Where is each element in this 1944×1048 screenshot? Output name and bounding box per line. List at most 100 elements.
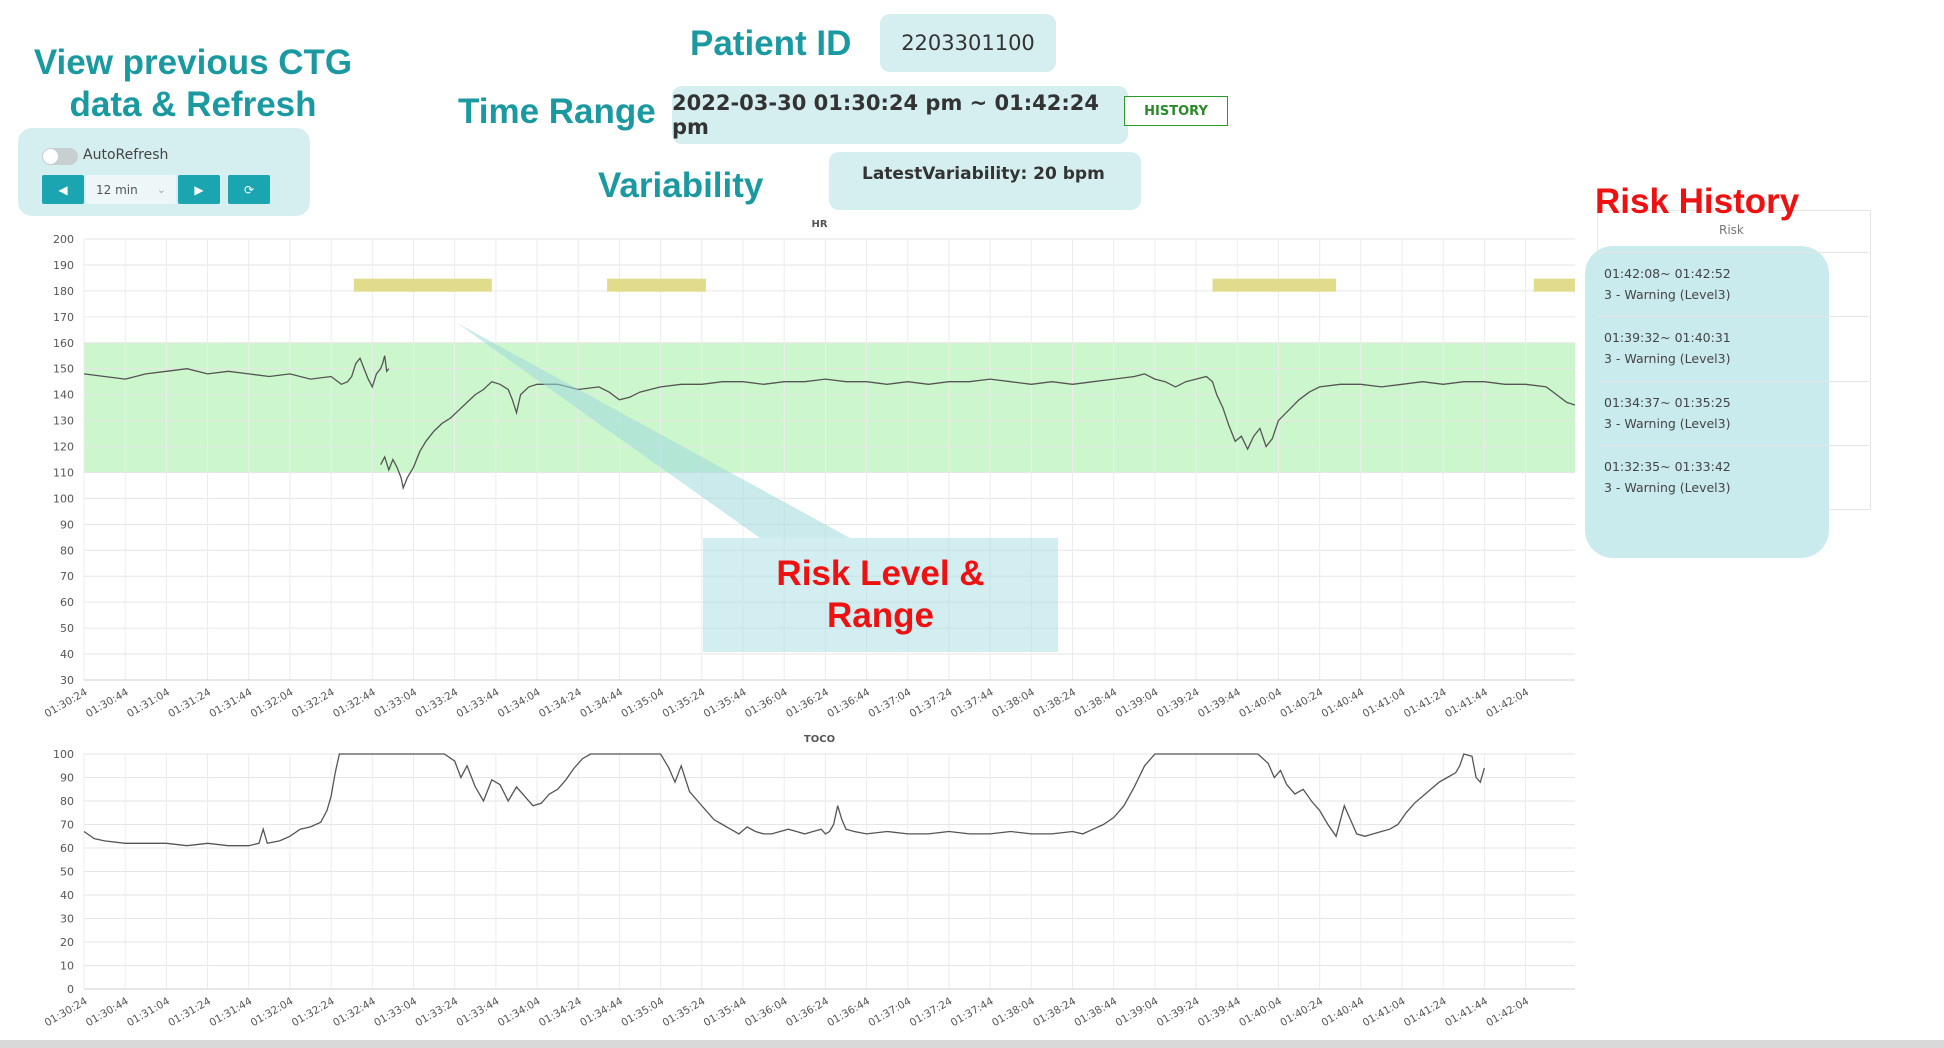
x-tick-label: 01:38:04 <box>990 686 1037 720</box>
previous-button[interactable]: ◀ <box>42 175 84 204</box>
y-tick-label: 80 <box>60 544 74 557</box>
x-tick-label: 01:34:44 <box>578 686 625 720</box>
risk-range-marker <box>1533 278 1575 292</box>
risk-level-callout-box <box>703 538 1058 652</box>
x-tick-label: 01:32:04 <box>249 995 296 1029</box>
risk-history-title: Risk History <box>1595 182 1800 221</box>
control-panel: AutoRefresh ◀ 12 min ⌄ ▶ ⟳ <box>18 128 310 216</box>
x-tick-label: 01:37:24 <box>908 995 955 1029</box>
risk-item-level: 3 - Warning (Level3) <box>1604 287 1731 302</box>
history-button[interactable]: HISTORY <box>1124 96 1228 126</box>
risk-range-marker <box>607 278 706 292</box>
hr-chart: HR 30 40 50 60 70 80 90 100 110 120 130 140 150 160 170… <box>43 219 1576 720</box>
x-tick-label: 01:37:04 <box>866 686 913 720</box>
y-tick-label: 100 <box>53 492 74 505</box>
next-button[interactable]: ▶ <box>178 175 220 204</box>
variability-box: LatestVariability: 20 bpm <box>829 152 1141 210</box>
x-tick-label: 01:39:24 <box>1155 995 1202 1029</box>
x-tick-label: 01:36:24 <box>784 995 831 1029</box>
x-tick-label: 01:38:44 <box>1072 995 1119 1029</box>
x-tick-label: 01:37:44 <box>949 995 996 1029</box>
x-tick-label: 01:34:04 <box>496 995 543 1029</box>
risk-divider-3 <box>1597 381 1869 382</box>
x-tick-label: 01:34:44 <box>578 995 625 1029</box>
x-tick-label: 01:36:44 <box>825 995 872 1029</box>
x-tick-label: 01:33:44 <box>455 995 502 1029</box>
x-tick-label: 01:37:44 <box>949 686 996 720</box>
risk-column-header: Risk <box>1719 223 1744 237</box>
x-tick-label: 01:31:04 <box>125 995 172 1029</box>
interval-select[interactable]: 12 min ⌄ <box>86 175 176 204</box>
risk-range-marker <box>1212 278 1337 292</box>
x-tick-label: 01:42:04 <box>1484 686 1531 720</box>
series-line <box>83 355 390 389</box>
interval-value: 12 min <box>96 182 138 197</box>
y-tick-label: 70 <box>60 819 74 832</box>
y-tick-label: 190 <box>53 259 74 272</box>
x-tick-label: 01:41:44 <box>1443 686 1490 720</box>
x-tick-label: 01:38:04 <box>990 995 1037 1029</box>
x-tick-label: 01:36:44 <box>825 686 872 720</box>
bottom-scrollbar[interactable] <box>0 1040 1944 1048</box>
x-tick-label: 01:33:24 <box>413 686 460 720</box>
chart-title: HR <box>811 219 827 230</box>
x-tick-label: 01:40:04 <box>1237 995 1284 1029</box>
time-range-value: 2022-03-30 01:30:24 pm ~ 01:42:24 pm <box>672 91 1100 139</box>
risk-item-range: 01:42:08~ 01:42:52 <box>1604 266 1731 281</box>
y-tick-label: 60 <box>60 596 74 609</box>
y-tick-label: 120 <box>53 441 74 454</box>
x-tick-label: 01:37:24 <box>908 686 955 720</box>
x-tick-label: 01:31:04 <box>125 686 172 720</box>
time-range-box: 2022-03-30 01:30:24 pm ~ 01:42:24 pm <box>672 86 1128 144</box>
x-tick-label: 01:41:04 <box>1361 995 1408 1029</box>
x-tick-label: 01:30:44 <box>84 995 131 1029</box>
x-tick-label: 01:35:04 <box>619 686 666 720</box>
x-tick-label: 01:33:04 <box>372 686 419 720</box>
y-tick-label: 40 <box>60 889 74 902</box>
x-tick-label: 01:35:24 <box>660 995 707 1029</box>
patient-id-value: 2203301100 <box>901 31 1035 55</box>
risk-history-highlight <box>1585 246 1829 558</box>
risk-level-line-2: Range <box>827 596 934 635</box>
risk-item[interactable]: 01:39:32~ 01:40:31 3 - Warning (Level3) <box>1604 327 1731 369</box>
y-tick-label: 10 <box>60 960 74 973</box>
x-tick-label: 01:30:44 <box>84 686 131 720</box>
toco-chart: TOCO 0 10 20 30 40 50 60 70 80 90 100 01:30:2401:30:… <box>43 734 1575 1029</box>
x-tick-label: 01:30:24 <box>43 995 90 1029</box>
y-tick-label: 60 <box>60 842 74 855</box>
x-tick-label: 01:34:24 <box>537 686 584 720</box>
x-tick-label: 01:39:04 <box>1114 686 1161 720</box>
x-tick-label: 01:39:44 <box>1196 995 1243 1029</box>
y-tick-label: 70 <box>60 570 74 583</box>
x-tick-label: 01:31:44 <box>207 686 254 720</box>
y-tick-label: 50 <box>60 622 74 635</box>
x-tick-label: 01:35:44 <box>702 686 749 720</box>
x-tick-label: 01:41:24 <box>1402 995 1449 1029</box>
toggle-knob <box>43 149 58 164</box>
x-tick-label: 01:38:24 <box>1031 686 1078 720</box>
y-tick-label: 30 <box>60 913 74 926</box>
risk-item[interactable]: 01:42:08~ 01:42:52 3 - Warning (Level3) <box>1604 263 1731 305</box>
variability-label: Variability <box>598 166 764 205</box>
x-tick-label: 01:31:44 <box>207 995 254 1029</box>
x-tick-label: 01:32:24 <box>290 686 337 720</box>
risk-item[interactable]: 01:34:37~ 01:35:25 3 - Warning (Level3) <box>1604 392 1731 434</box>
x-tick-label: 01:41:24 <box>1402 686 1449 720</box>
x-tick-label: 01:42:04 <box>1484 995 1531 1029</box>
x-tick-label: 01:36:24 <box>784 686 831 720</box>
x-tick-label: 01:34:24 <box>537 995 584 1029</box>
x-tick-label: 01:39:04 <box>1114 995 1161 1029</box>
x-tick-label: 01:39:44 <box>1196 686 1243 720</box>
x-tick-label: 01:41:04 <box>1361 686 1408 720</box>
y-tick-label: 180 <box>53 285 74 298</box>
auto-refresh-toggle[interactable] <box>42 148 78 165</box>
y-tick-label: 90 <box>60 518 74 531</box>
refresh-button[interactable]: ⟳ <box>228 175 270 204</box>
patient-id-box: 2203301100 <box>880 14 1056 72</box>
y-tick-label: 80 <box>60 795 74 808</box>
normal-range-band <box>84 342 1575 473</box>
x-tick-label: 01:32:44 <box>331 686 378 720</box>
x-tick-label: 01:31:24 <box>166 686 213 720</box>
y-tick-label: 40 <box>60 648 74 661</box>
risk-item[interactable]: 01:32:35~ 01:33:42 3 - Warning (Level3) <box>1604 456 1731 498</box>
